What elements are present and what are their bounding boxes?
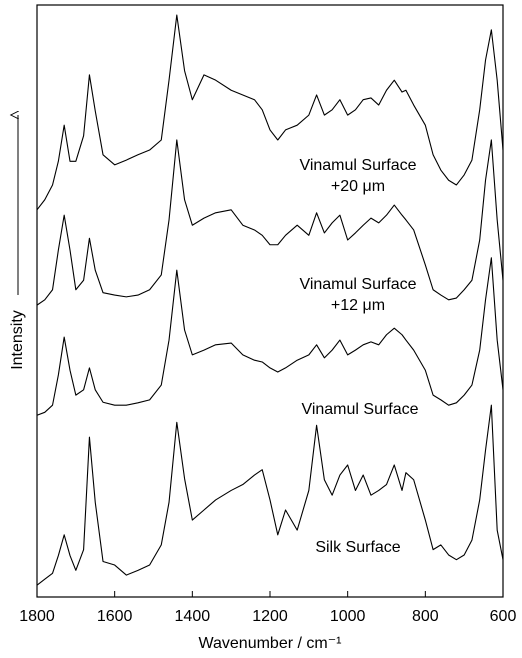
series-label: +12 μm [331, 297, 385, 314]
plot-frame [36, 4, 504, 598]
series-label: Vinamul Surface [299, 157, 416, 174]
x-tick-label: 1400 [175, 608, 211, 625]
x-tick-label: 1600 [97, 608, 133, 625]
x-tick-label: 1200 [252, 608, 288, 625]
series-label: Vinamul Surface [301, 401, 418, 418]
spectrum-line [36, 257, 504, 416]
x-tick-label: 1800 [19, 608, 55, 625]
x-axis-label: Wavenumber / cm⁻¹ [199, 635, 342, 652]
series-label: Vinamul Surface [299, 276, 416, 293]
spectrum-line [36, 139, 504, 306]
x-tick-label: 600 [490, 608, 517, 625]
y-axis-label: Intensity [9, 310, 26, 370]
series-label: Silk Surface [315, 539, 400, 556]
series-label: +20 μm [331, 178, 385, 195]
spectrum-line [36, 14, 504, 211]
spectrum-line [36, 404, 504, 586]
x-tick-label: 800 [412, 608, 439, 625]
x-tick-label: 1000 [330, 608, 366, 625]
